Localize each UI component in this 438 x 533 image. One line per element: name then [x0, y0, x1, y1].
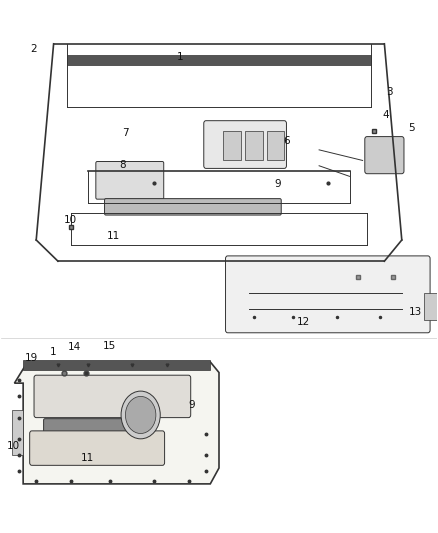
Bar: [245, 131, 262, 160]
Text: 19: 19: [25, 353, 38, 362]
Text: 4: 4: [382, 110, 389, 120]
Bar: [12, 410, 23, 455]
Text: 5: 5: [408, 123, 415, 133]
FancyBboxPatch shape: [105, 199, 281, 215]
Text: 10: 10: [7, 441, 20, 451]
Text: 9: 9: [275, 179, 281, 189]
Text: 6: 6: [283, 136, 290, 146]
Bar: [23, 360, 210, 370]
Bar: [267, 131, 284, 160]
Text: 12: 12: [297, 317, 311, 327]
Text: 3: 3: [387, 86, 393, 96]
FancyBboxPatch shape: [44, 419, 142, 435]
Text: 1: 1: [177, 52, 183, 61]
Polygon shape: [14, 362, 219, 484]
Bar: [67, 55, 371, 65]
FancyBboxPatch shape: [204, 120, 286, 168]
Text: 8: 8: [119, 160, 126, 169]
Text: 10: 10: [64, 215, 77, 225]
FancyBboxPatch shape: [34, 375, 191, 418]
FancyBboxPatch shape: [96, 161, 164, 199]
Text: 9: 9: [189, 400, 195, 410]
Text: 2: 2: [31, 44, 37, 54]
Text: 11: 11: [107, 231, 120, 241]
Text: 7: 7: [122, 128, 129, 138]
Text: 13: 13: [408, 306, 421, 317]
Text: 1: 1: [49, 348, 56, 358]
Text: 14: 14: [68, 342, 81, 352]
FancyBboxPatch shape: [365, 136, 404, 174]
Text: 15: 15: [102, 341, 116, 351]
Bar: [223, 131, 241, 160]
Circle shape: [125, 397, 156, 433]
FancyBboxPatch shape: [30, 431, 165, 465]
Bar: [424, 293, 437, 319]
Circle shape: [121, 391, 160, 439]
Text: 11: 11: [81, 454, 94, 463]
FancyBboxPatch shape: [226, 256, 430, 333]
